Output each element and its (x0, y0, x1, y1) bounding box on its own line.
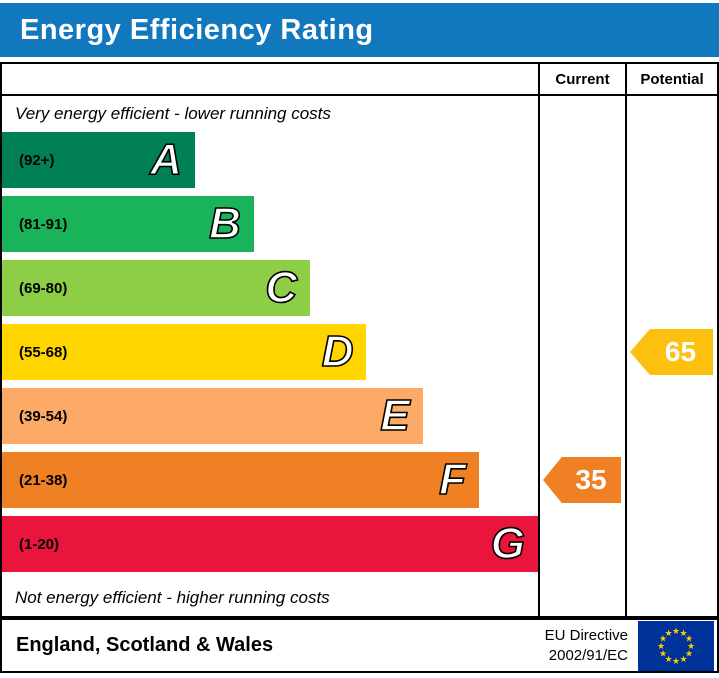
band-row-d: (55-68) D (2, 324, 367, 380)
current-rating-value: 35 (575, 464, 607, 495)
svg-text:★: ★ (685, 649, 693, 659)
band-letter: D (321, 327, 354, 376)
bottom-note: Not energy efficient - higher running co… (15, 588, 330, 607)
region-label: England, Scotland & Wales (16, 634, 274, 656)
band-row-c: (69-80) C (2, 260, 311, 316)
svg-text:★: ★ (659, 649, 667, 659)
svg-text:★: ★ (679, 629, 687, 639)
eu-flag-stars: ★ ★ ★ ★ ★ ★ ★ ★ ★ ★ ★ ★ (657, 627, 695, 667)
band-row-b: (81-91) B (2, 196, 254, 252)
eu-directive-text: EU Directive 2002/91/EC (545, 626, 628, 665)
eu-flag: ★ ★ ★ ★ ★ ★ ★ ★ ★ ★ ★ ★ (638, 620, 714, 671)
footer: England, Scotland & Wales EU Directive 2… (0, 618, 719, 673)
svg-text:★: ★ (687, 642, 695, 652)
band-range-label: (69-80) (19, 279, 68, 297)
band-row-e: (39-54) E (2, 388, 423, 444)
current-column-header: Current (538, 64, 625, 94)
svg-text:★: ★ (657, 642, 665, 652)
band-row-a: (92+) A (2, 132, 195, 188)
band-range-label: (55-68) (19, 343, 68, 361)
band-range-label: (92+) (19, 151, 55, 169)
potential-rating-value: 65 (664, 336, 697, 367)
column-header-row: Current Potential (2, 64, 717, 96)
band-row-g: (1-20) G (2, 516, 538, 572)
svg-text:★: ★ (672, 627, 680, 637)
band-chart-area: Very energy efficient - lower running co… (2, 96, 538, 616)
band-letter: G (490, 519, 526, 568)
band-range-label: (1-20) (19, 535, 60, 553)
chart-body: Very energy efficient - lower running co… (2, 96, 717, 616)
svg-text:★: ★ (679, 655, 687, 665)
svg-text:★: ★ (685, 634, 693, 644)
band-letter: E (380, 391, 411, 440)
column-header-spacer (2, 64, 538, 94)
potential-rating-arrow: 65 (630, 329, 713, 375)
potential-column: 65 (625, 96, 717, 616)
current-column: 35 (538, 96, 625, 616)
page-title: Energy Efficiency Rating (20, 13, 374, 46)
band-letter: A (149, 135, 182, 184)
svg-text:★: ★ (664, 629, 672, 639)
eu-directive-line1: EU Directive (544, 627, 628, 644)
eu-directive-line2: 2002/91/EC (548, 646, 628, 664)
svg-text:★: ★ (672, 657, 680, 667)
eu-flag-field (638, 620, 714, 671)
svg-text:★: ★ (659, 634, 667, 644)
band-letter: C (265, 263, 298, 312)
band-letter: B (208, 199, 241, 248)
band-range-label: (21-38) (19, 471, 68, 489)
band-row-f: (21-38) F (2, 452, 480, 508)
band-range-label: (81-91) (19, 215, 68, 233)
epc-chart-panel: Current Potential Very energy efficient … (0, 62, 719, 618)
band-range-label: (39-54) (19, 407, 68, 425)
svg-text:★: ★ (664, 655, 672, 665)
current-rating-arrow: 35 (543, 457, 621, 503)
bands: (92+) A (81-91) B (69-80) C (55-68) D (39-54) E (2… (2, 132, 538, 580)
band-letter: F (438, 455, 467, 504)
banner: Energy Efficiency Rating (0, 3, 719, 57)
top-note: Very energy efficient - lower running co… (15, 104, 331, 123)
potential-column-header: Potential (625, 64, 717, 94)
